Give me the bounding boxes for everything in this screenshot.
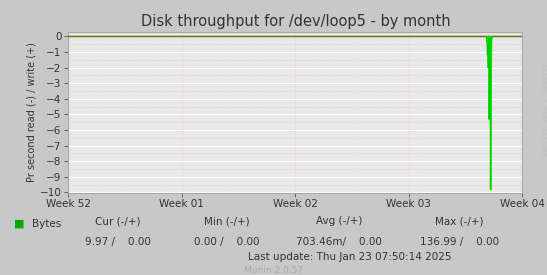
Text: Cur (-/+): Cur (-/+) [95,216,141,226]
Title: Disk throughput for /dev/loop5 - by month: Disk throughput for /dev/loop5 - by mont… [141,14,450,29]
Text: Avg (-/+): Avg (-/+) [316,216,362,226]
Text: Last update: Thu Jan 23 07:50:14 2025: Last update: Thu Jan 23 07:50:14 2025 [248,252,452,262]
Text: RRDTOOL / TOBI OETIKER: RRDTOOL / TOBI OETIKER [540,63,546,157]
Text: Munin 2.0.57: Munin 2.0.57 [244,266,303,275]
Text: 9.97 /    0.00: 9.97 / 0.00 [85,237,150,247]
Text: Min (-/+): Min (-/+) [204,216,250,226]
Text: 136.99 /    0.00: 136.99 / 0.00 [420,237,499,247]
Text: 0.00 /    0.00: 0.00 / 0.00 [194,237,260,247]
Text: 703.46m/    0.00: 703.46m/ 0.00 [296,237,382,247]
Text: Max (-/+): Max (-/+) [435,216,484,226]
Text: Bytes: Bytes [32,219,61,229]
Text: ■: ■ [14,219,24,229]
Y-axis label: Pr second read (-) / write (+): Pr second read (-) / write (+) [27,42,37,182]
